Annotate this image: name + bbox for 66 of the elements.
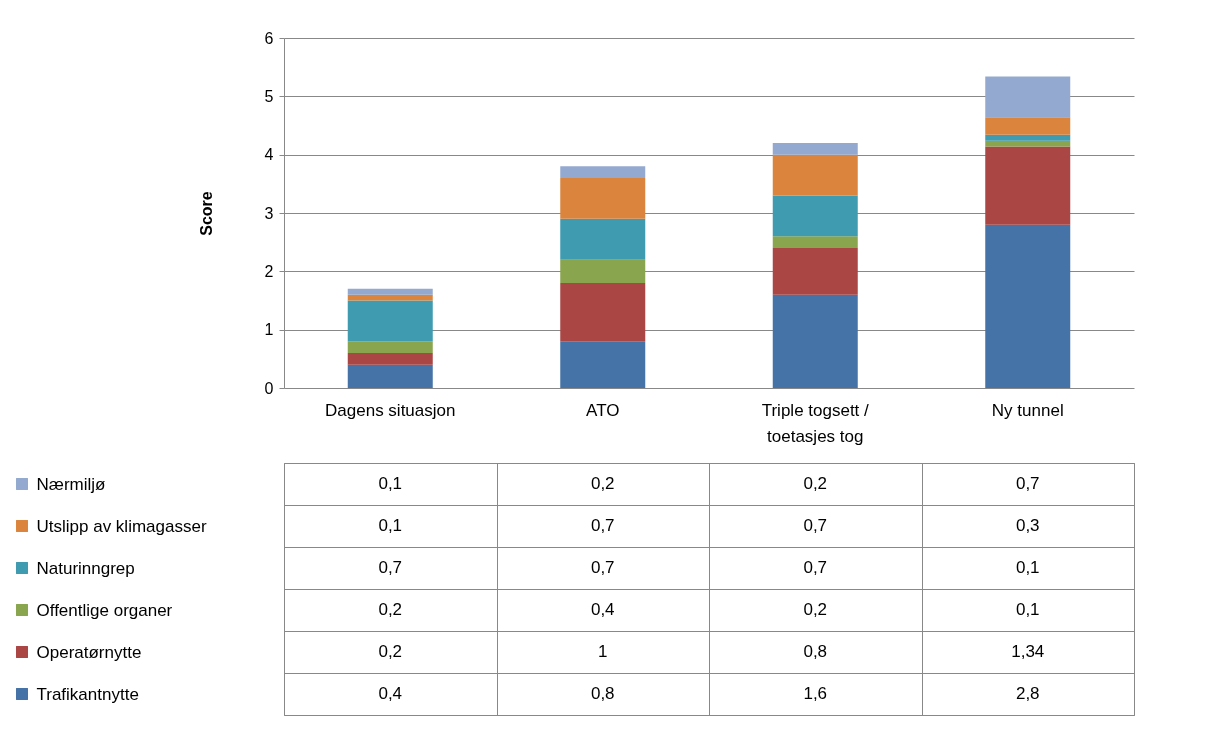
bar bbox=[985, 117, 1071, 135]
data-label: 0,7 bbox=[378, 558, 403, 577]
bar bbox=[560, 283, 646, 342]
data-label: 0,7 bbox=[1015, 474, 1040, 493]
legend-label: Utslipp av klimagasser bbox=[36, 516, 207, 536]
bar bbox=[347, 353, 433, 365]
x-tick-label: Dagens situasjon bbox=[325, 400, 456, 420]
data-label: 0,8 bbox=[803, 642, 828, 661]
bar bbox=[985, 76, 1071, 118]
bar bbox=[772, 195, 858, 237]
bar bbox=[772, 154, 858, 196]
bar bbox=[347, 341, 433, 353]
bar bbox=[985, 134, 1071, 141]
data-label: 0,8 bbox=[590, 684, 615, 703]
bar bbox=[560, 341, 646, 388]
y-tick-label: 4 bbox=[264, 146, 274, 164]
bar bbox=[772, 294, 858, 388]
bar bbox=[560, 218, 646, 260]
bar bbox=[772, 236, 858, 248]
y-tick-label: 5 bbox=[264, 87, 274, 105]
bar bbox=[347, 288, 433, 295]
data-label: 1,34 bbox=[1011, 642, 1045, 661]
bar bbox=[560, 259, 646, 283]
legend-label: Trafikantnytte bbox=[36, 684, 139, 704]
bar bbox=[347, 364, 433, 388]
legend-label: Nærmiljø bbox=[36, 474, 106, 494]
data-label: 0,2 bbox=[803, 600, 828, 619]
y-tick-label: 3 bbox=[264, 204, 274, 222]
bar bbox=[985, 146, 1071, 225]
bar bbox=[560, 166, 646, 178]
data-label: 0,2 bbox=[590, 474, 615, 493]
data-label: 0,1 bbox=[1015, 558, 1040, 577]
data-label: 0,2 bbox=[378, 642, 403, 661]
data-label: 2,8 bbox=[1015, 684, 1040, 703]
x-tick-label: Ny tunnel bbox=[991, 400, 1064, 420]
data-label: 0,2 bbox=[803, 474, 828, 493]
data-label: 0,7 bbox=[803, 558, 828, 577]
data-label: 0,4 bbox=[590, 600, 615, 619]
bar bbox=[560, 178, 646, 219]
data-label: 0,7 bbox=[803, 516, 828, 535]
y-tick-label: 0 bbox=[264, 379, 274, 397]
y-axis-title: Score bbox=[197, 191, 215, 236]
bar bbox=[347, 300, 433, 342]
legend-label: Operatørnytte bbox=[36, 642, 142, 662]
data-label: 0,4 bbox=[378, 684, 403, 703]
x-tick-label: ATO bbox=[586, 400, 620, 420]
data-label: 0,2 bbox=[378, 600, 403, 619]
bar bbox=[347, 294, 433, 301]
data-label: 1,6 bbox=[803, 684, 828, 703]
data-label: 0,1 bbox=[378, 516, 403, 535]
bar bbox=[772, 143, 858, 155]
bar bbox=[772, 248, 858, 295]
data-label: 0,3 bbox=[1015, 516, 1040, 535]
y-tick-label: 6 bbox=[264, 29, 274, 47]
y-tick-label: 2 bbox=[264, 262, 274, 280]
data-label: 1 bbox=[598, 642, 608, 661]
y-tick-label: 1 bbox=[264, 321, 274, 339]
legend-label: Offentlige organer bbox=[36, 600, 173, 620]
data-label: 0,1 bbox=[1015, 600, 1040, 619]
bar bbox=[985, 140, 1071, 147]
data-label: 0,1 bbox=[378, 474, 403, 493]
x-tick-label: Triple togsett / toetasjes tog bbox=[761, 400, 870, 446]
data-label: 0,7 bbox=[590, 516, 615, 535]
data-label: 0,7 bbox=[590, 558, 615, 577]
legend-label: Naturinngrep bbox=[36, 558, 135, 578]
bar bbox=[985, 224, 1071, 388]
